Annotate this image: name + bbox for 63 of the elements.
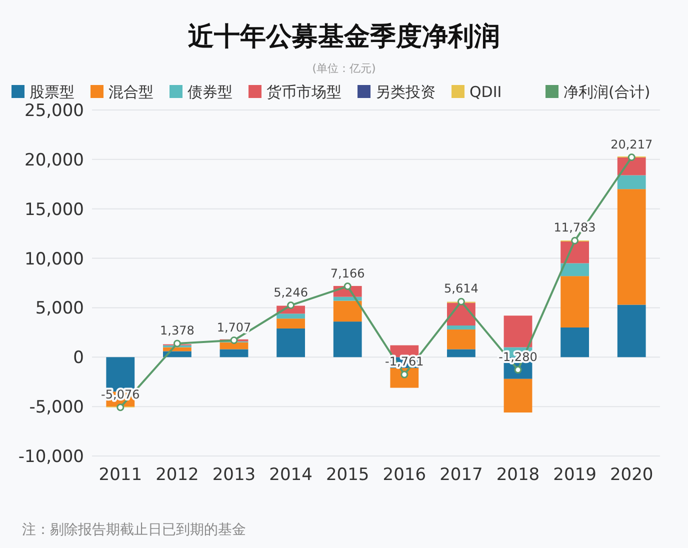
- point: [173, 340, 181, 348]
- bar: [333, 322, 362, 358]
- x-tick-label: 2020: [610, 465, 654, 485]
- bar: [504, 378, 532, 412]
- bar: [276, 318, 305, 328]
- point: [571, 236, 579, 244]
- bar: [220, 349, 248, 358]
- x-tick-label: 2016: [382, 465, 426, 485]
- x-tick-label: 2019: [553, 465, 596, 485]
- y-tick-label: 25,000: [24, 101, 84, 121]
- bar: [560, 241, 589, 264]
- y-tick-label: -10,000: [18, 447, 84, 467]
- point: [344, 282, 352, 290]
- bar: [447, 326, 476, 330]
- data-label: 20,217: [610, 137, 653, 152]
- x-tick-label: 2018: [496, 465, 540, 485]
- point: [230, 336, 238, 344]
- legend-label: 混合型: [108, 83, 154, 101]
- bar: [617, 175, 646, 190]
- y-tick-label: 5,000: [35, 298, 84, 319]
- bar: [560, 276, 589, 328]
- bar: [447, 329, 476, 350]
- data-label: 5,246: [274, 285, 308, 300]
- legend-label: QDII: [470, 83, 502, 101]
- legend-label: 另类投资: [376, 83, 436, 101]
- chart-subtitle: (单位：亿元): [312, 62, 376, 75]
- y-tick-label: 0: [73, 348, 84, 368]
- y-tick-label: 15,000: [24, 200, 84, 220]
- y-tick-label: 20,000: [24, 150, 84, 170]
- bar: [504, 316, 532, 348]
- x-tick-label: 2012: [156, 465, 199, 485]
- point: [116, 404, 124, 412]
- legend-label: 净利润(合计): [564, 83, 650, 101]
- point: [457, 298, 465, 306]
- legend-label: 货币市场型: [266, 83, 342, 101]
- bar: [560, 327, 589, 358]
- x-tick-label: 2015: [326, 465, 370, 485]
- x-tick-label: 2014: [269, 465, 312, 485]
- bar: [617, 189, 646, 305]
- x-tick-label: 2017: [440, 465, 483, 485]
- bar: [333, 300, 362, 322]
- y-tick-label: -5,000: [29, 398, 84, 418]
- bar: [447, 349, 476, 358]
- bar: [617, 304, 646, 358]
- legend-label: 债券型: [188, 83, 232, 101]
- data-label: -1,280: [498, 350, 538, 364]
- bar: [276, 314, 305, 319]
- x-tick-label: 2011: [98, 465, 142, 485]
- y-tick-label: 10,000: [24, 249, 84, 270]
- bar: [276, 328, 305, 358]
- point: [287, 302, 295, 310]
- chart-title: 近十年公募基金季度净利润: [188, 22, 500, 52]
- bar: [163, 351, 192, 358]
- x-tick-label: 2013: [212, 465, 256, 485]
- data-label: 5,614: [444, 282, 478, 296]
- data-label: 1,378: [160, 324, 194, 338]
- legend-label: 股票型: [30, 83, 74, 101]
- text: 注：剔除报告期截止日已到期的基金: [22, 522, 246, 538]
- bar: [333, 296, 362, 301]
- data-label: 1,707: [216, 320, 252, 334]
- point: [628, 154, 636, 162]
- bar: [560, 263, 589, 276]
- data-label: 7,166: [330, 266, 365, 280]
